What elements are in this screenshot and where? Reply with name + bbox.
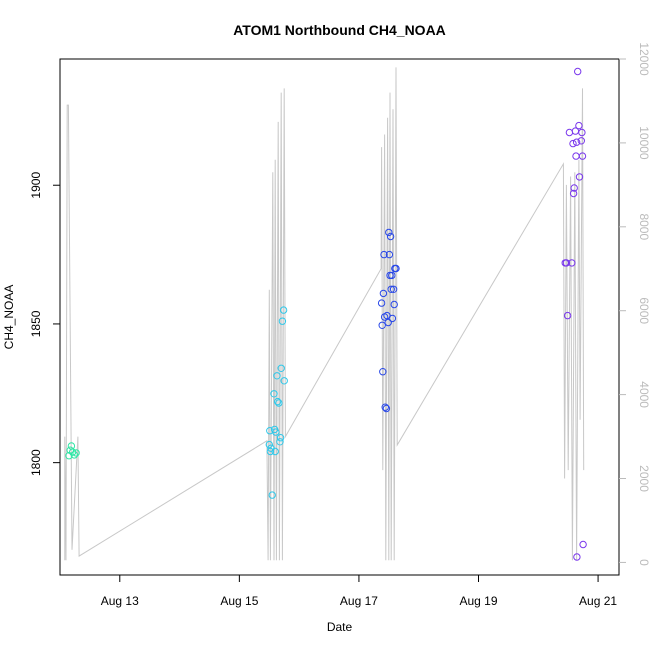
- data-point: [270, 390, 278, 398]
- data-point: [385, 228, 393, 237]
- data-point: [570, 184, 578, 192]
- data-point: [572, 138, 581, 146]
- data-point: [574, 67, 582, 76]
- data-point: [381, 403, 389, 411]
- data-point: [387, 285, 395, 293]
- data-point: [569, 139, 577, 148]
- data-point: [278, 317, 287, 325]
- x-axis: Aug 13 Aug 15 Aug 17 Aug 19 Aug 21: [101, 575, 617, 608]
- data-point: [579, 540, 587, 549]
- data-point: [379, 368, 387, 376]
- altitude-trace: [64, 67, 585, 561]
- data-point: [275, 399, 283, 407]
- ch4-series: [65, 67, 587, 561]
- y-tick-label: 1900: [29, 172, 43, 199]
- x-tick-label: Aug 21: [579, 594, 617, 608]
- x-tick-label: Aug 13: [101, 594, 139, 608]
- data-point: [268, 491, 276, 499]
- data-point: [388, 314, 397, 323]
- data-point: [272, 428, 280, 436]
- data-point: [392, 264, 400, 273]
- data-point: [379, 289, 388, 298]
- y-axis-label: CH4_NOAA: [2, 285, 16, 350]
- data-point: [569, 189, 578, 198]
- data-point: [390, 300, 398, 309]
- data-point: [279, 306, 288, 314]
- y2-tick-label: 6000: [637, 297, 650, 324]
- x-tick-label: Aug 19: [459, 594, 497, 608]
- data-point: [265, 440, 273, 449]
- y-tick-label: 1800: [29, 449, 43, 476]
- data-point: [277, 364, 285, 372]
- data-point: [563, 311, 572, 320]
- data-point: [572, 152, 580, 160]
- y-axis-right: 0 2000 4000 6000 8000 10000 12000: [619, 42, 650, 566]
- y2-tick-label: 12000: [637, 42, 650, 76]
- chart-title: ATOM1 Northbound CH4_NOAA: [233, 22, 446, 38]
- data-point: [273, 397, 282, 406]
- data-point: [565, 128, 574, 137]
- data-point: [273, 372, 281, 380]
- y-tick-label: 1850: [29, 310, 43, 337]
- data-point: [385, 250, 394, 259]
- y2-tick-label: 10000: [637, 126, 650, 160]
- data-point: [70, 451, 79, 459]
- data-point: [388, 271, 396, 280]
- data-point: [380, 250, 388, 259]
- data-point: [280, 377, 288, 385]
- data-point: [276, 434, 285, 442]
- data-point: [384, 318, 392, 327]
- x-tick-label: Aug 17: [340, 594, 378, 608]
- data-point: [386, 232, 395, 241]
- data-point: [378, 321, 386, 329]
- y2-tick-label: 0: [637, 559, 650, 566]
- altitude-series: [64, 67, 585, 561]
- data-point: [377, 299, 386, 307]
- data-point: [568, 259, 576, 267]
- data-point: [577, 137, 585, 145]
- y2-tick-label: 4000: [637, 381, 650, 408]
- data-point: [562, 259, 571, 267]
- data-point: [575, 121, 583, 130]
- data-point: [389, 285, 398, 293]
- x-tick-label: Aug 15: [220, 594, 258, 608]
- data-point: [72, 449, 80, 457]
- x-axis-label: Date: [327, 620, 353, 634]
- data-point: [271, 447, 279, 456]
- data-point: [276, 438, 284, 446]
- data-point: [578, 152, 587, 160]
- data-point: [66, 446, 74, 454]
- plot-area-frame: [59, 58, 620, 576]
- y2-tick-label: 8000: [637, 213, 650, 240]
- y-axis-left: 1800 1850 1900: [29, 172, 60, 476]
- data-point: [382, 404, 391, 413]
- data-point: [575, 173, 584, 181]
- data-point: [266, 447, 275, 456]
- y2-tick-label: 2000: [637, 465, 650, 492]
- data-point: [573, 553, 581, 561]
- data-point: [578, 128, 586, 137]
